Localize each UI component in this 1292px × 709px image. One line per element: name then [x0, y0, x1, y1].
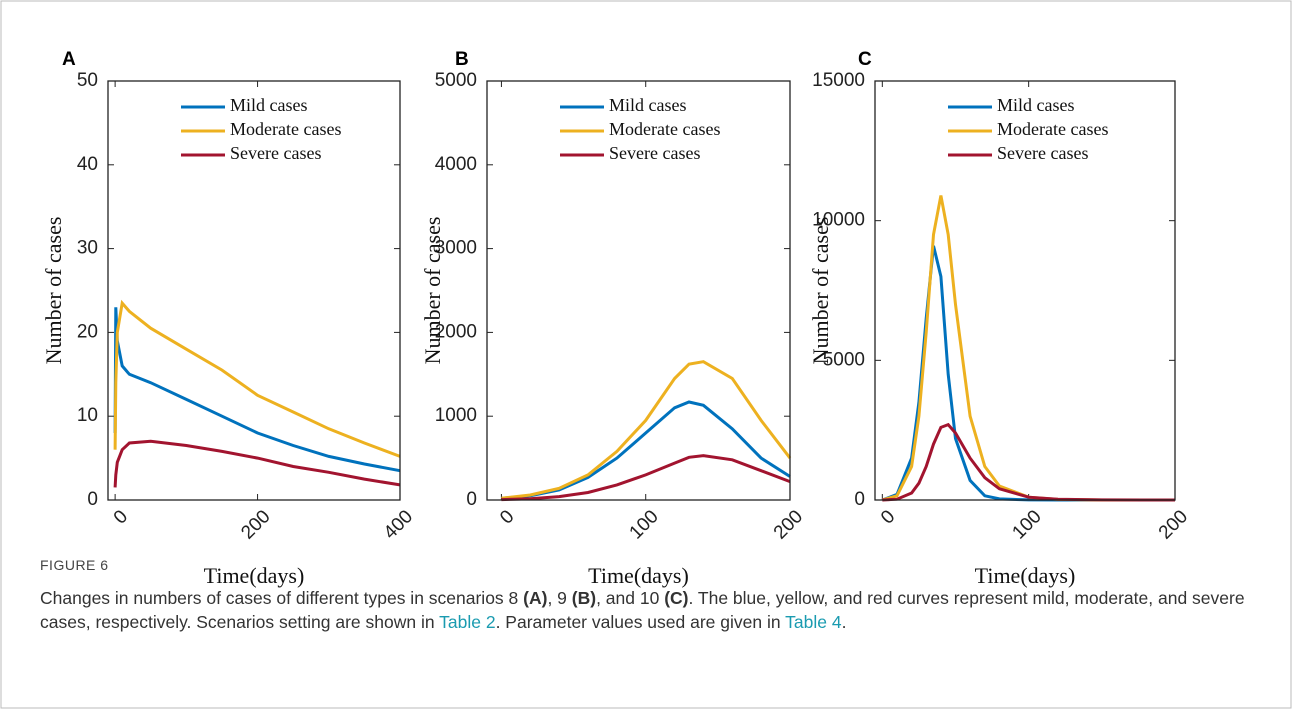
x-tick-label: 200 — [770, 506, 807, 543]
x-axis-label: Time(days) — [588, 563, 689, 588]
figure-caption: Changes in numbers of cases of different… — [40, 586, 1265, 634]
axes-box — [874, 80, 1176, 501]
y-tick-label: 0 — [854, 489, 865, 510]
caption-text: , and 10 — [596, 588, 665, 608]
legend-label: Moderate cases — [997, 119, 1108, 139]
panel-label: A — [62, 49, 76, 70]
axes-box — [486, 80, 791, 501]
series-line — [113, 299, 401, 458]
legend-label: Mild cases — [997, 95, 1074, 115]
x-tick-label: 0 — [496, 506, 518, 528]
x-tick-label: 100 — [1008, 506, 1045, 543]
series-line — [881, 195, 1175, 502]
caption-text: . Parameter values used are given in — [495, 612, 786, 632]
caption-text: , 9 — [547, 588, 572, 608]
table-link[interactable]: Table 2 — [439, 612, 496, 632]
legend-label: Moderate cases — [230, 119, 341, 139]
y-tick-label: 15000 — [812, 70, 865, 91]
x-tick-label: 200 — [1155, 506, 1192, 543]
y-tick-label: 50 — [77, 70, 98, 91]
y-tick-label: 1000 — [435, 405, 477, 426]
y-tick-label: 40 — [77, 154, 98, 175]
y-tick-label: 3000 — [435, 238, 477, 259]
series-line — [113, 439, 401, 488]
x-tick-label: 0 — [877, 506, 899, 528]
caption-ref: (C) — [664, 588, 689, 608]
legend-label: Mild cases — [609, 95, 686, 115]
y-tick-label: 5000 — [435, 70, 477, 91]
legend-label: Severe cases — [230, 143, 321, 163]
x-tick-label: 200 — [237, 506, 274, 543]
y-tick-label: 2000 — [435, 321, 477, 342]
panel-label: B — [455, 49, 469, 70]
caption-ref: (B) — [571, 588, 597, 608]
y-tick-label: 30 — [77, 238, 98, 259]
series-line — [501, 400, 791, 500]
x-tick-label: 400 — [380, 506, 417, 543]
y-tick-label: 0 — [87, 489, 98, 510]
caption-text: . — [841, 612, 847, 632]
x-tick-label: 100 — [626, 506, 663, 543]
panel-label: C — [858, 49, 872, 70]
y-axis-label: Number of cases — [808, 217, 833, 365]
series-line — [501, 454, 791, 502]
legend-label: Mild cases — [230, 95, 307, 115]
caption-text: . The blue, yellow, and red curves repre… — [40, 588, 1245, 632]
axes-box — [107, 80, 401, 501]
y-tick-label: 5000 — [823, 349, 865, 370]
legend-label: Moderate cases — [609, 119, 720, 139]
y-tick-label: 0 — [466, 489, 477, 510]
y-tick-label: 4000 — [435, 154, 477, 175]
caption-text: Changes in numbers of cases of different… — [40, 588, 524, 608]
legend-label: Severe cases — [997, 143, 1088, 163]
figure-label: FIGURE 6 — [40, 557, 109, 573]
x-tick-label: 0 — [110, 506, 132, 528]
legend-label: Severe cases — [609, 143, 700, 163]
series-line — [501, 360, 792, 500]
table-link[interactable]: Table 4 — [785, 612, 842, 632]
y-axis-label: Number of cases — [41, 217, 66, 365]
y-tick-label: 10000 — [812, 210, 865, 231]
caption-ref: (A) — [523, 588, 548, 608]
x-axis-label: Time(days) — [204, 563, 305, 588]
x-axis-label: Time(days) — [975, 563, 1076, 588]
y-tick-label: 20 — [77, 321, 98, 342]
y-axis-label: Number of cases — [420, 217, 445, 365]
series-line — [882, 422, 1176, 502]
y-tick-label: 10 — [77, 405, 98, 426]
